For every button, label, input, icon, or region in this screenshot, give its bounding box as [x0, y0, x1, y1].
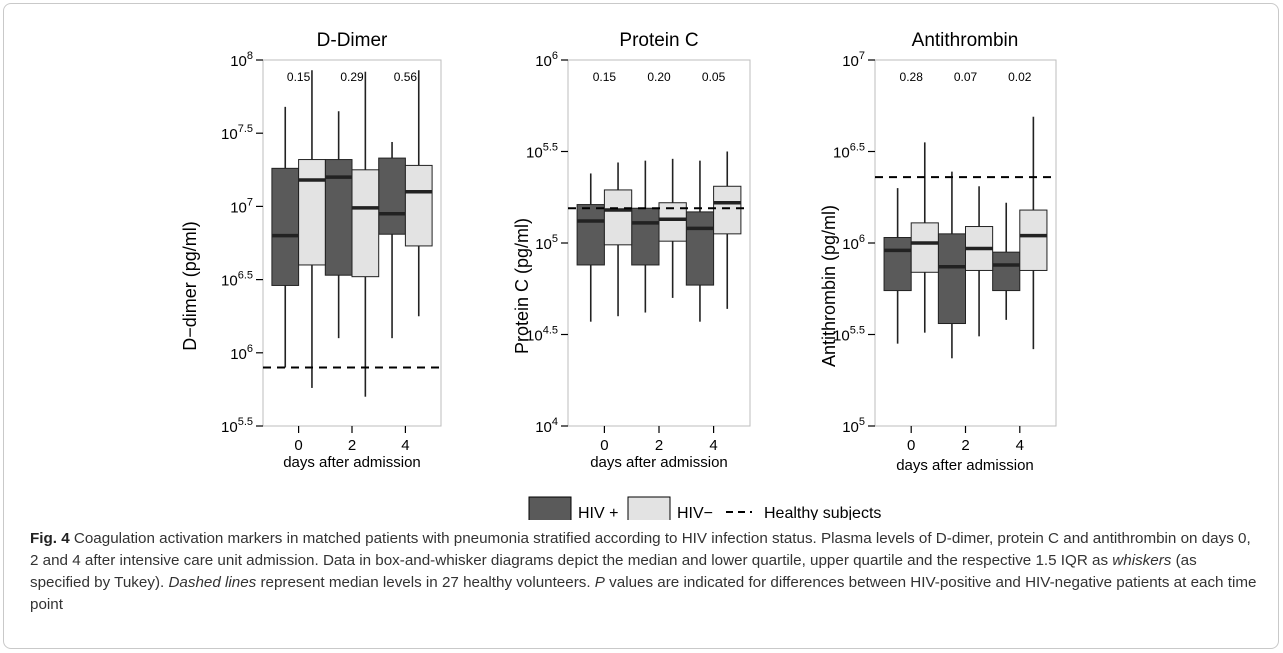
p-value-label: 0.15	[593, 70, 617, 84]
y-tick-label: 104	[535, 416, 558, 436]
y-tick-label: 107.5	[221, 123, 253, 143]
box-iqr	[992, 251, 1021, 292]
box-iqr	[271, 167, 300, 286]
x-tick-label: 2	[961, 437, 969, 454]
caption-emphasis: P	[594, 574, 605, 591]
y-tick-label: 105.5	[833, 325, 865, 345]
chart-title: Antithrombin	[912, 30, 1019, 51]
box-iqr	[910, 222, 939, 273]
box-iqr	[937, 233, 966, 325]
y-axis-label: Antithrombin (pg/ml)	[819, 205, 839, 367]
y-tick-label: 106	[535, 50, 558, 70]
x-axis-label: days after admission	[283, 454, 421, 471]
caption-text: represent median levels in 27 healthy vo…	[256, 574, 595, 591]
chart-d-dimer: D-Dimer D−dimer (pg/ml) days after admis…	[180, 30, 442, 471]
x-axis-label: days after admission	[590, 454, 728, 471]
caption-text: (as specified by Tukey).	[30, 552, 1197, 591]
p-value-label: 0.20	[647, 70, 671, 84]
x-tick-label: 4	[1016, 437, 1024, 454]
caption-text: values are indicated for differences bet…	[30, 574, 1257, 613]
figure-svg: D-Dimer D−dimer (pg/ml) days after admis…	[180, 30, 1057, 520]
caption-emphasis: Dashed lines	[168, 574, 257, 591]
box-iqr	[883, 237, 912, 292]
y-tick-label: 105.5	[221, 416, 253, 436]
box-iqr	[685, 211, 715, 286]
p-value-label: 0.05	[702, 70, 726, 84]
x-tick-label: 0	[907, 437, 915, 454]
p-value-label: 0.29	[340, 70, 364, 84]
y-axis-label: D−dimer (pg/ml)	[180, 221, 200, 351]
y-tick-label: 107	[230, 196, 253, 216]
box-iqr	[404, 164, 433, 247]
chart-title: D-Dimer	[317, 30, 388, 51]
box-iqr	[713, 185, 742, 235]
box-iqr	[351, 169, 380, 278]
x-tick-label: 2	[348, 437, 356, 454]
caption-label: Fig. 4	[30, 530, 70, 547]
box-iqr	[603, 189, 633, 246]
y-tick-label: 106.5	[833, 142, 865, 162]
x-tick-label: 2	[655, 437, 663, 454]
y-tick-label: 105	[842, 416, 865, 436]
y-tick-label: 107	[842, 50, 865, 70]
box-iqr	[576, 204, 605, 266]
box-iqr	[1019, 209, 1048, 271]
x-tick-label: 4	[401, 437, 409, 454]
chart-protein-c: Protein C Protein C (pg/ml) days after a…	[512, 30, 751, 471]
box-iqr	[378, 157, 406, 235]
box-iqr	[298, 159, 326, 266]
caption-emphasis: whiskers	[1112, 552, 1172, 569]
box-iqr	[631, 207, 660, 266]
y-tick-label: 108	[230, 50, 253, 70]
p-value-label: 0.07	[954, 70, 978, 84]
plot-area: 105.5 106 106.5 107 107.5 108 0 0.15 2 0.29 4 0.56	[221, 50, 442, 454]
plot-area: 105 105.5 106 106.5 107 0 0.28 2 0.07 4 0.02	[833, 50, 1057, 454]
p-value-label: 0.02	[1008, 70, 1032, 84]
legend-label-hiv-pos: HIV +	[578, 505, 618, 520]
y-tick-label: 104.5	[526, 325, 558, 345]
x-tick-label: 0	[294, 437, 302, 454]
y-tick-label: 106	[230, 343, 253, 363]
y-tick-label: 105	[535, 233, 558, 253]
x-axis-label: days after admission	[896, 457, 1034, 474]
p-value-label: 0.56	[394, 70, 418, 84]
chart-title: Protein C	[619, 30, 698, 51]
y-tick-label: 105.5	[526, 142, 558, 162]
y-tick-label: 106.5	[221, 270, 253, 290]
p-value-label: 0.15	[287, 70, 311, 84]
x-tick-label: 0	[600, 437, 608, 454]
figure-frame	[3, 3, 1279, 649]
legend-swatch-hiv-neg	[627, 496, 671, 520]
caption-text: Coagulation activation markers in matche…	[30, 530, 1251, 569]
legend-label-healthy: Healthy subjects	[764, 505, 881, 520]
plot-area: 104 104.5 105 105.5 106 0 0.15 2 0.20 4 0.05	[526, 50, 751, 454]
p-value-label: 0.28	[900, 70, 924, 84]
x-tick-label: 4	[709, 437, 717, 454]
legend-swatch-hiv-pos	[528, 496, 572, 520]
y-axis-label: Protein C (pg/ml)	[512, 218, 532, 354]
figure-caption: Fig. 4 Coagulation activation markers in…	[30, 528, 1260, 616]
legend-label-hiv-neg: HIV−	[677, 505, 713, 520]
chart-antithrombin: Antithrombin Antithrombin (pg/ml) days a…	[819, 30, 1057, 474]
legend: HIV + HIV− Healthy subjects	[528, 496, 881, 520]
y-tick-label: 106	[842, 233, 865, 253]
